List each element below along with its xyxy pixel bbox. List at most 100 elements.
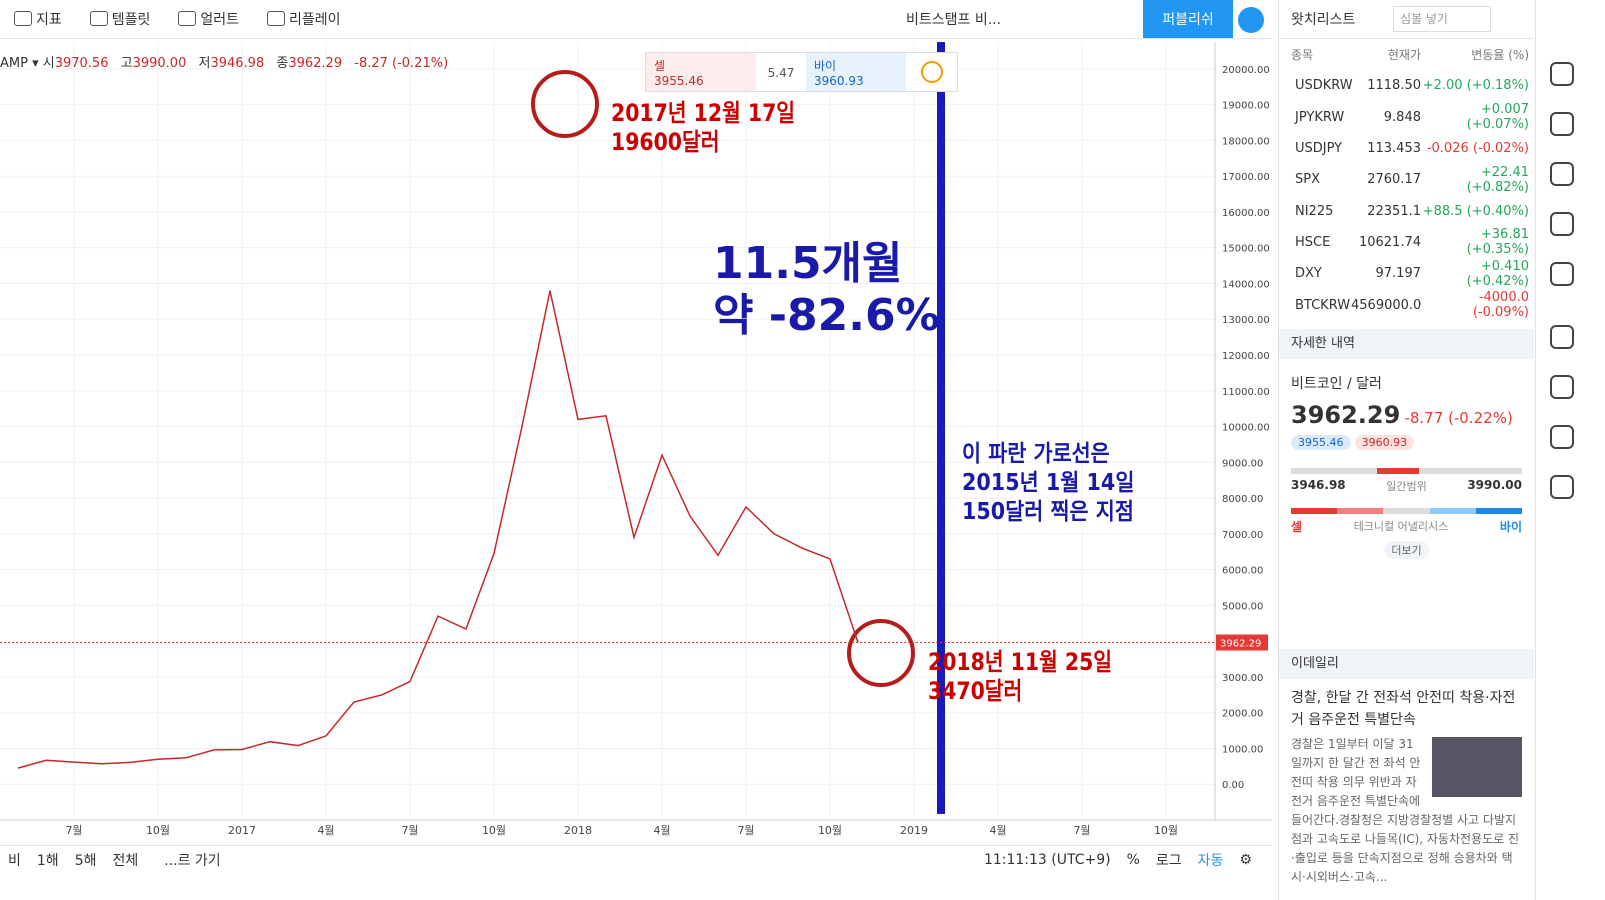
y-tick-label: 8000.00 xyxy=(1222,494,1263,505)
change: +0.410 (+0.42%) xyxy=(1466,258,1529,289)
icon[interactable] xyxy=(1550,262,1574,286)
x-tick-label: 10월 xyxy=(482,824,506,837)
low: 3946.98 xyxy=(1291,477,1346,492)
price: 2760.17 xyxy=(1367,172,1421,188)
change: -0.026 (-0.02%) xyxy=(1426,141,1529,157)
y-tick-label: 6000.00 xyxy=(1222,566,1263,577)
auto-button[interactable]: 자동 xyxy=(1197,852,1224,869)
clock: 11:11:13 (UTC+9) xyxy=(983,851,1111,868)
highlight-circle xyxy=(531,70,599,138)
label: 시 xyxy=(42,56,55,71)
search-input[interactable]: 심볼 넣기 xyxy=(1393,6,1491,32)
more-button[interactable]: 더보기 xyxy=(1384,540,1429,559)
watchlist-row[interactable]: SPX 2760.17 +22.41 (+0.82%) xyxy=(1279,164,1534,195)
x-tick-label: 4월 xyxy=(317,824,334,837)
icon[interactable] xyxy=(1550,325,1574,349)
range-button[interactable]: 비 xyxy=(8,852,21,869)
icon[interactable] xyxy=(1550,375,1574,399)
play-button[interactable] xyxy=(1238,7,1264,33)
watchlist-row[interactable]: DXY 97.197 +0.410 (+0.42%) xyxy=(1279,258,1534,289)
high: 3990.00 xyxy=(1467,477,1522,492)
y-tick-label: 15000.00 xyxy=(1222,244,1270,255)
watchlist-rows: USDKRW 1118.50 +2.00 (+0.18%) JPYKRW 9.848 +0… xyxy=(1279,70,1534,320)
sell-button[interactable]: 셀 3955.46 xyxy=(646,53,756,91)
annotation: 2017년 12월 17일 19600달러 xyxy=(611,99,795,157)
symbol: HSCE xyxy=(1295,234,1331,250)
value: 3990.00 xyxy=(132,56,187,71)
text: 19600달러 xyxy=(611,128,720,156)
info[interactable] xyxy=(906,53,957,91)
price: 9.848 xyxy=(1383,109,1421,125)
text: 150달러 찍은 지점 xyxy=(962,499,1134,525)
legend: AMP ▾ 시3970.56 고3990.00 저3946.98 종3962.2… xyxy=(0,56,449,71)
icon[interactable] xyxy=(1550,62,1574,86)
change: -4000.0 (-0.09%) xyxy=(1472,290,1529,321)
price: 3955.46 xyxy=(654,74,704,88)
y-tick-label: 2000.00 xyxy=(1222,709,1263,720)
section-title: 이데일리 xyxy=(1279,648,1534,679)
icon[interactable] xyxy=(1550,112,1574,136)
annotation: 2018년 11월 25일 3470달러 xyxy=(928,648,1112,706)
watchlist-row[interactable]: BTCKRW 4569000.0 -4000.0 (-0.09%) xyxy=(1279,289,1534,320)
text: 이 파란 가로선은 xyxy=(962,441,1110,467)
price: 4569000.0 xyxy=(1351,297,1422,313)
log-button[interactable]: 로그 xyxy=(1155,852,1182,869)
x-tick-label: 7월 xyxy=(737,824,754,837)
range-button[interactable]: 전체 xyxy=(112,852,139,869)
spread: 5.47 xyxy=(767,66,795,80)
toolbar-button[interactable]: 지표 xyxy=(0,9,76,29)
watchlist-row[interactable]: USDKRW 1118.50 +2.00 (+0.18%) xyxy=(1279,70,1534,101)
watchlist-row[interactable]: HSCE 10621.74 +36.81 (+0.35%) xyxy=(1279,227,1534,258)
range-button[interactable]: 5해 xyxy=(74,852,97,869)
icon[interactable] xyxy=(1550,212,1574,236)
change: -8.77 (-0.22%) xyxy=(1404,408,1513,427)
y-tick-label: 19000.00 xyxy=(1222,101,1270,112)
range-button[interactable]: 1해 xyxy=(36,852,59,869)
value: 3946.98 xyxy=(210,56,265,71)
y-tick-label: 9000.00 xyxy=(1222,458,1263,469)
x-tick-label: 4월 xyxy=(989,824,1006,837)
watchlist-row[interactable]: NI225 22351.1 +88.5 (+0.40%) xyxy=(1279,195,1534,226)
icon[interactable] xyxy=(1550,475,1574,499)
x-tick-label: 2019 xyxy=(900,824,928,837)
x-tick-label: 10월 xyxy=(1154,824,1178,837)
icon[interactable] xyxy=(1550,425,1574,449)
symbol: JPYKRW xyxy=(1295,109,1345,125)
y-tick-label: 5000.00 xyxy=(1222,601,1263,612)
icon-bar xyxy=(1535,0,1605,900)
publish-button[interactable]: 퍼블리쉬 xyxy=(1143,0,1233,38)
y-tick-label: 18000.00 xyxy=(1222,136,1270,147)
y-tick-label: 10000.00 xyxy=(1222,423,1270,434)
watchlist-row[interactable]: USDJPY 113.453 -0.026 (-0.02%) xyxy=(1279,133,1534,164)
headline[interactable]: 경찰, 한달 간 전좌석 안전띠 착용·자전거 음주운전 특별단속 xyxy=(1291,689,1516,728)
text: 2015년 1월 14일 xyxy=(962,470,1135,496)
settings-button[interactable]: ⚙ xyxy=(1239,851,1252,868)
y-tick-label: 20000.00 xyxy=(1222,65,1270,76)
price-label-box xyxy=(1216,634,1268,651)
buy-button[interactable]: 바이 3960.93 xyxy=(806,53,906,91)
price: 3960.93 xyxy=(814,74,864,88)
price-label: 3962.29 xyxy=(1220,638,1261,649)
price: 3962.29 xyxy=(1291,400,1401,429)
price: 22351.1 xyxy=(1367,203,1421,219)
toolbar-button[interactable]: 얼러트 xyxy=(164,9,253,29)
details: 비트코인 / 달러 3962.29 -8.77 (-0.22%) 3955.46… xyxy=(1279,373,1534,643)
symbol-select[interactable]: 비트스탬프 비... xyxy=(906,12,1002,28)
sell: 셀 xyxy=(1291,519,1303,534)
column: 현재가 xyxy=(1387,48,1421,63)
percent-button[interactable]: % xyxy=(1126,851,1140,868)
x-tick-label: 7월 xyxy=(401,824,418,837)
y-tick-label: 3000.00 xyxy=(1222,673,1263,684)
goto-button[interactable]: ...르 가기 xyxy=(164,852,221,869)
columns: 종목 현재가 변동율 (%) xyxy=(1279,39,1534,70)
label: 저 xyxy=(198,56,211,71)
toolbar-button[interactable]: 템플릿 xyxy=(76,9,165,29)
watchlist-row[interactable]: JPYKRW 9.848 +0.007 (+0.07%) xyxy=(1279,102,1534,133)
column: 변동율 (%) xyxy=(1471,48,1529,63)
symbol: USDKRW xyxy=(1295,78,1353,94)
watchlist-header: 왓치리스트 심볼 넣기 xyxy=(1279,0,1534,39)
x-tick-label: 7월 xyxy=(1073,824,1090,837)
toolbar-button[interactable]: 리플레이 xyxy=(253,9,355,29)
icon[interactable] xyxy=(1550,162,1574,186)
